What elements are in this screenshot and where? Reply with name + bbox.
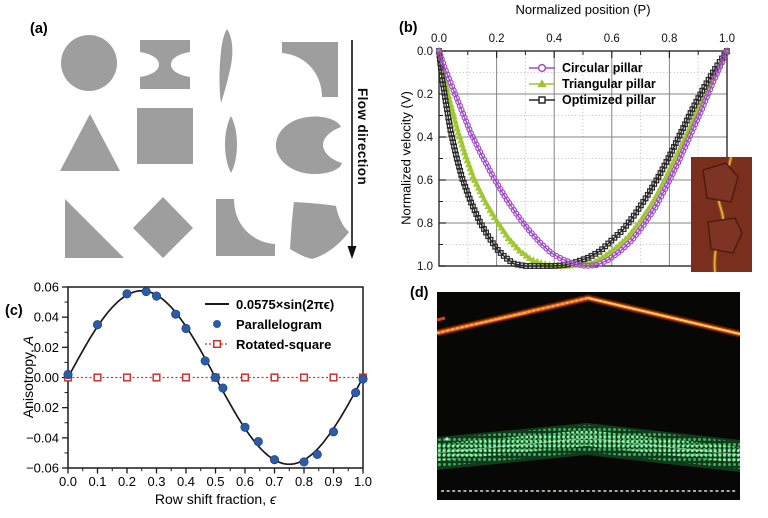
svg-text:1.0: 1.0 (417, 261, 433, 273)
shape-curved-quad (290, 202, 349, 259)
svg-text:0.9: 0.9 (324, 474, 342, 489)
svg-text:0.3: 0.3 (147, 474, 165, 489)
legend-item-fit: 0.0575×sin(2πϵ) (203, 294, 334, 314)
svg-text:0.06: 0.06 (34, 280, 59, 295)
panel-a-shapes-svg (60, 29, 357, 259)
triangular-pillar-marker-icon (529, 79, 555, 88)
svg-text:0.1: 0.1 (88, 474, 106, 489)
legend-label: Optimized pillar (562, 93, 656, 107)
legend-label: 0.0575×sin(2πϵ) (236, 296, 335, 312)
svg-text:0.4: 0.4 (177, 474, 195, 489)
svg-text:0.8: 0.8 (295, 474, 313, 489)
legend-item-parallelogram: Parallelogram (203, 314, 334, 334)
panel-d-micrograph (436, 292, 741, 500)
red-stream-fragment (436, 316, 446, 322)
svg-text:0.8: 0.8 (661, 33, 677, 45)
shape-right-triangle (65, 199, 124, 258)
legend-item-rotated-square: Rotated-square (203, 334, 334, 354)
svg-text:0.00: 0.00 (34, 370, 59, 385)
red-particle-stream (436, 294, 741, 338)
svg-text:0.2: 0.2 (417, 89, 433, 101)
svg-text:0.0: 0.0 (59, 474, 77, 489)
shape-concave-corner (282, 42, 338, 97)
panel-d-label: (d) (410, 285, 429, 301)
optimized-pillar-marker-icon (529, 96, 555, 104)
panel-b-inset-micrograph (691, 156, 752, 273)
svg-text:0.2: 0.2 (489, 33, 505, 45)
green-particle-band (436, 423, 741, 472)
svg-text:0.6: 0.6 (604, 33, 620, 45)
bright-particle-dot (445, 437, 449, 441)
arrow-head (347, 246, 357, 259)
shape-concave-l (216, 199, 275, 256)
svg-text:−0.02: −0.02 (26, 400, 59, 415)
rotated-square-marker-icon (205, 339, 229, 349)
svg-text:0.4: 0.4 (546, 33, 563, 45)
inset-pillars-svg (702, 156, 743, 273)
shape-lens (225, 116, 237, 173)
svg-text:0.0: 0.0 (431, 33, 447, 45)
legend-label: Circular pillar (562, 61, 643, 75)
svg-text:0.5: 0.5 (206, 474, 224, 489)
sine-fit-line-icon (205, 303, 229, 305)
panel-b-label: (b) (399, 20, 418, 36)
flow-direction-arrow (347, 40, 357, 259)
legend-label: Triangular pillar (562, 77, 656, 91)
svg-text:1.0: 1.0 (354, 474, 372, 489)
panel-b-x-axis-title: Normalized position (P) (515, 2, 651, 17)
legend-item-optimized: Optimized pillar (527, 92, 656, 108)
shape-square (137, 108, 193, 164)
panel-a-label: (a) (30, 21, 48, 37)
flow-direction-label: Flow direction (355, 88, 370, 186)
inset-pillar-outline-top (702, 162, 739, 203)
shape-circle (61, 35, 117, 91)
panel-c-legend: 0.0575×sin(2πϵ) Parallelogram Rotated-sq… (203, 294, 334, 354)
shape-comma (219, 29, 233, 103)
legend-label: Parallelogram (236, 316, 322, 332)
legend-label: Rotated-square (236, 336, 332, 352)
svg-text:0.7: 0.7 (265, 474, 283, 489)
svg-text:0.2: 0.2 (118, 474, 136, 489)
legend-item-triangular: Triangular pillar (527, 76, 656, 92)
shape-diamond (133, 197, 193, 258)
panel-c-plot-svg: 0.0 0.1 0.2 0.3 0.4 0.5 0.6 0.7 0.8 0.9 1.0 0.06 0.0… (26, 280, 372, 489)
svg-text:1.0: 1.0 (719, 33, 735, 45)
svg-text:0.0: 0.0 (417, 46, 433, 58)
x-axis-variable: ϵ (269, 491, 277, 507)
svg-text:0.6: 0.6 (417, 175, 433, 187)
shape-triangle (60, 114, 120, 171)
parallelogram-marker-icon (213, 320, 221, 328)
inset-pillar-outline-bottom (707, 217, 743, 254)
svg-text:0.04: 0.04 (34, 310, 59, 325)
svg-text:−0.04: −0.04 (26, 430, 59, 445)
circular-pillar-marker-icon (529, 63, 555, 73)
pillar-shapes-group (60, 29, 349, 259)
svg-text:−0.06: −0.06 (26, 461, 59, 476)
legend-item-circular: Circular pillar (527, 60, 656, 76)
panel-b-plot-svg: 0.0 0.2 0.4 0.6 0.8 1.0 0.0 0.2 0.4 0.6 0.8 1.0 (417, 33, 735, 273)
shape-i-beam (140, 40, 190, 89)
panel-c-label: (c) (5, 303, 23, 319)
shape-notched-blob (275, 116, 342, 174)
svg-text:0.4: 0.4 (417, 132, 434, 144)
panel-d-svg (436, 294, 741, 492)
panel-b-legend: Circular pillar Triangular pillar Optimi… (527, 60, 656, 108)
svg-text:0.02: 0.02 (34, 340, 59, 355)
svg-text:0.8: 0.8 (417, 218, 433, 230)
panel-c-x-axis-title: Row shift fraction, ϵ (154, 491, 277, 507)
svg-text:0.6: 0.6 (236, 474, 254, 489)
